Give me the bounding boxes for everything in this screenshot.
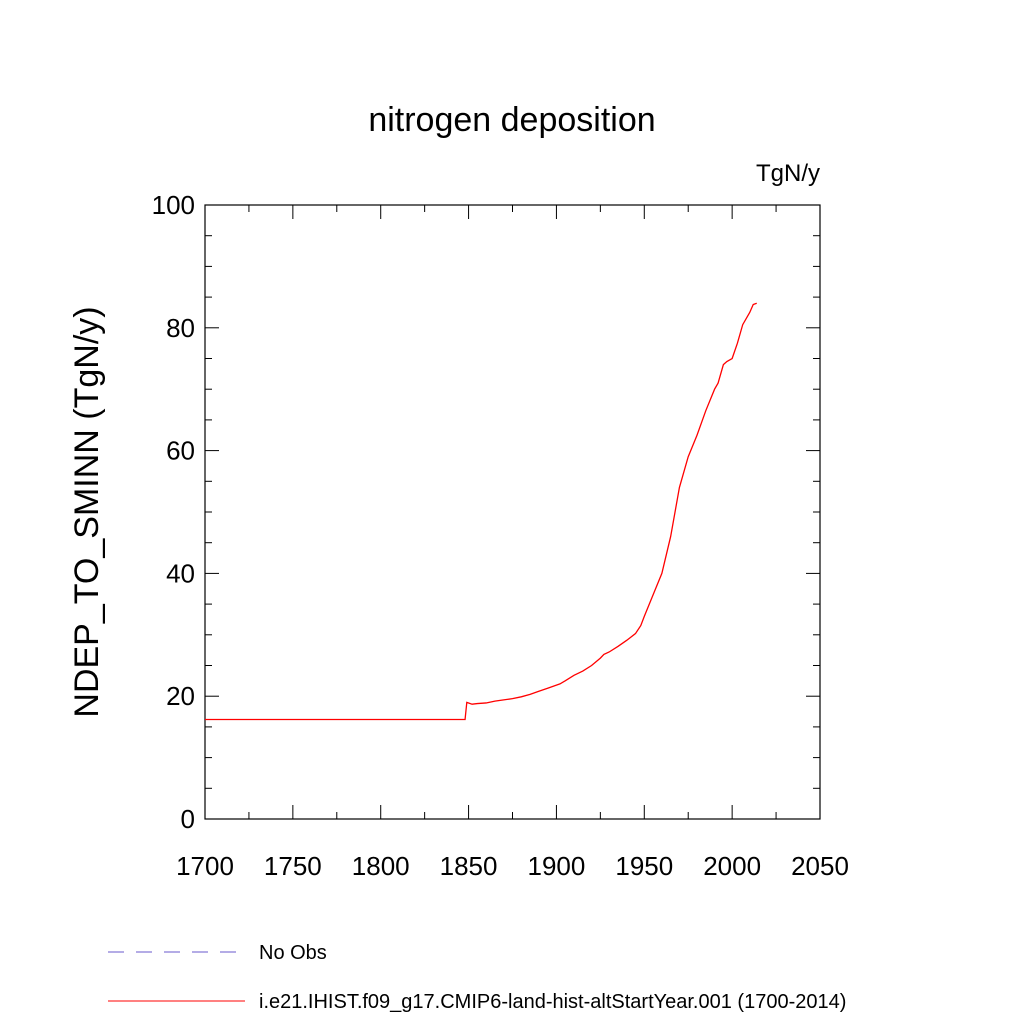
- y-tick-label: 20: [166, 681, 195, 711]
- y-axis-ticks: 0 20 40 60 80 100: [152, 190, 820, 834]
- chart-title: nitrogen deposition: [368, 101, 655, 139]
- y-tick-label: 80: [166, 313, 195, 343]
- legend: No Obs i.e21.IHIST.f09_g17.CMIP6-land-his…: [108, 942, 846, 1013]
- y-axis-label: NDEP_TO_SMINN (TgN/y): [68, 306, 106, 717]
- x-tick-label: 1750: [264, 851, 322, 881]
- series-line-1: [205, 302, 757, 721]
- y-tick-label: 40: [166, 558, 195, 588]
- plot-frame: [204, 204, 821, 820]
- x-tick-label: 1700: [176, 851, 234, 881]
- plot-border: [204, 204, 821, 820]
- x-tick-label: 1900: [528, 851, 586, 881]
- y-tick-label: 60: [166, 436, 195, 466]
- legend-label-1: i.e21.IHIST.f09_g17.CMIP6-land-hist-altS…: [259, 991, 846, 1013]
- units-label: TgN/y: [756, 160, 820, 187]
- x-axis-ticks: 1700 1750 1800 1850 1900 1950 2000 2050: [176, 205, 849, 881]
- y-tick-label: 100: [152, 190, 195, 220]
- x-tick-label: 1850: [440, 851, 498, 881]
- x-tick-label: 2050: [791, 851, 849, 881]
- legend-label-0: No Obs: [259, 942, 327, 964]
- series-lines: [205, 302, 757, 721]
- x-tick-label: 1800: [352, 851, 410, 881]
- x-tick-label: 1950: [615, 851, 673, 881]
- y-tick-label: 0: [181, 804, 195, 834]
- x-tick-label: 2000: [703, 851, 761, 881]
